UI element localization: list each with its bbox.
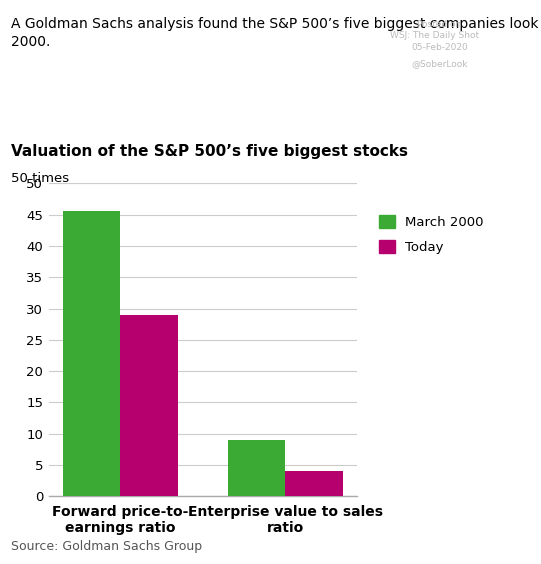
Text: Valuation of the S&P 500’s five biggest stocks: Valuation of the S&P 500’s five biggest …: [11, 144, 408, 159]
Text: 05-Feb-2020: 05-Feb-2020: [411, 43, 468, 52]
Bar: [121, 315, 178, 496]
Bar: [285, 472, 343, 496]
Text: @SoberLook: @SoberLook: [411, 59, 467, 68]
Text: WSJ: The Daily Shot: WSJ: The Daily Shot: [390, 31, 479, 40]
Bar: [63, 212, 121, 496]
Text: Source: Goldman Sachs Group: Source: Goldman Sachs Group: [11, 540, 202, 553]
Text: 50 times: 50 times: [11, 172, 69, 185]
Text: Posted on: Posted on: [417, 20, 461, 29]
Text: A Goldman Sachs analysis found the S&P 500’s five biggest companies look less ri: A Goldman Sachs analysis found the S&P 5…: [11, 17, 541, 49]
Legend: March 2000, Today: March 2000, Today: [379, 215, 484, 254]
Bar: [228, 440, 285, 496]
